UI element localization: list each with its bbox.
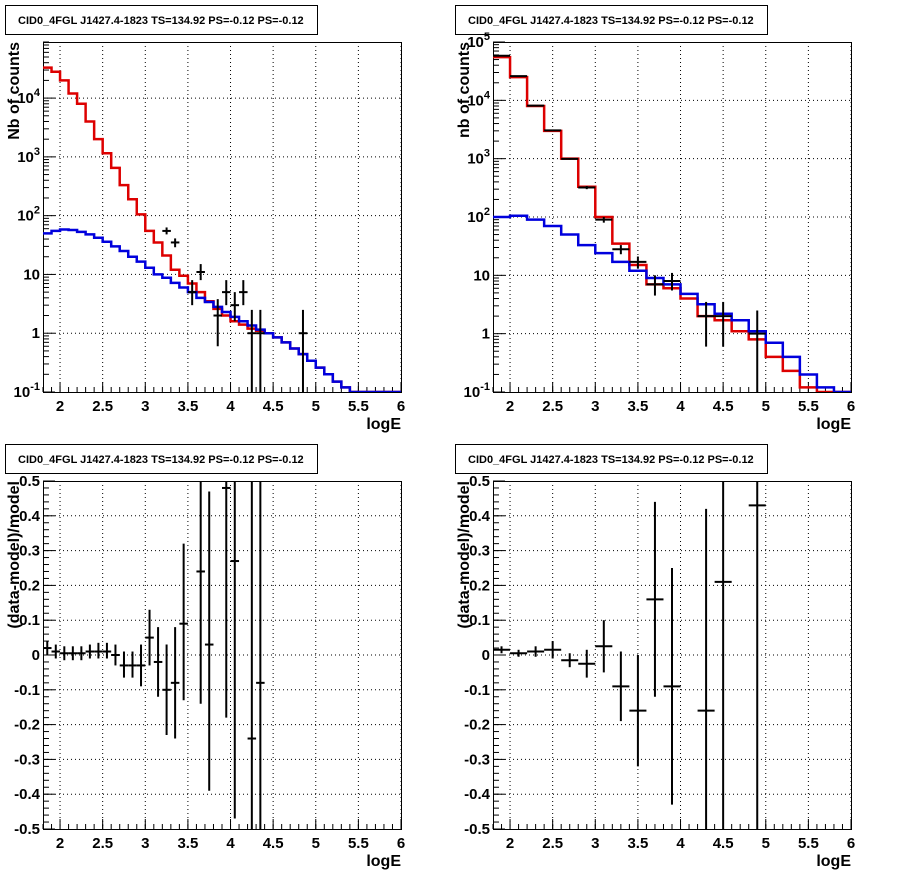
spectrum-panel-fine-binning: CID0_4FGL J1427.4-1823 TS=134.92 PS=-0.1… <box>5 5 405 433</box>
x-axis-label: logE <box>816 416 851 433</box>
x-tick-label: 4 <box>226 835 235 852</box>
title-box <box>455 444 768 474</box>
x-tick-label: 3 <box>591 835 599 852</box>
chart-title: CID0_4FGL J1427.4-1823 TS=134.92 PS=-0.1… <box>468 454 754 466</box>
y-tick-label: 102 <box>467 206 490 226</box>
plot-area <box>43 481 265 829</box>
y-tick-label: 0 <box>482 647 490 664</box>
x-tick-label: 4.5 <box>713 398 734 415</box>
plot-area <box>493 54 851 392</box>
source-model-histogram <box>43 228 401 392</box>
x-tick-label: 5 <box>312 398 320 415</box>
y-tick-label: 0.5 <box>469 473 490 490</box>
x-tick-label: 5.5 <box>798 835 819 852</box>
y-tick-label: 104 <box>467 89 491 109</box>
x-tick-label: 5.5 <box>798 398 819 415</box>
x-tick-label: 2 <box>56 835 64 852</box>
x-tick-label: 2 <box>506 835 514 852</box>
x-tick-label: 6 <box>847 398 855 415</box>
y-tick-label: 105 <box>467 31 490 51</box>
x-tick-label: 3.5 <box>627 835 648 852</box>
x-tick-label: 3.5 <box>177 398 198 415</box>
x-tick-label: 3.5 <box>627 398 648 415</box>
y-tick-label: 10-1 <box>464 381 490 401</box>
y-tick-label: 10-1 <box>14 381 40 401</box>
y-tick-label: -0.4 <box>14 786 41 803</box>
residual-panel-coarse-binning: CID0_4FGL J1427.4-1823 TS=134.92 PS=-0.1… <box>455 444 855 870</box>
x-tick-label: 4 <box>676 835 685 852</box>
y-tick-label: -0.2 <box>14 717 40 734</box>
y-tick-label: -0.1 <box>14 682 40 699</box>
x-tick-label: 2.5 <box>542 835 563 852</box>
x-axis-label: logE <box>366 416 401 433</box>
x-tick-label: 4 <box>226 398 235 415</box>
title-box <box>5 444 318 474</box>
x-tick-label: 2 <box>506 398 514 415</box>
chart-title: CID0_4FGL J1427.4-1823 TS=134.92 PS=-0.1… <box>18 454 304 466</box>
x-tick-label: 4.5 <box>713 835 734 852</box>
x-tick-label: 2.5 <box>542 398 563 415</box>
y-tick-label: -0.5 <box>464 821 490 838</box>
x-tick-label: 3 <box>141 835 149 852</box>
x-tick-label: 5 <box>762 835 770 852</box>
y-tick-label: 0.4 <box>469 508 491 525</box>
y-tick-label: 0.4 <box>19 508 41 525</box>
spectrum-panel-coarse-binning: CID0_4FGL J1427.4-1823 TS=134.92 PS=-0.1… <box>455 5 855 433</box>
x-tick-label: 2.5 <box>92 398 113 415</box>
plot-area <box>43 66 401 392</box>
y-tick-label: 0.2 <box>469 577 490 594</box>
y-tick-label: 0 <box>32 647 40 664</box>
y-tick-label: -0.2 <box>464 717 490 734</box>
y-tick-label: 104 <box>17 87 41 107</box>
chart-title: CID0_4FGL J1427.4-1823 TS=134.92 PS=-0.1… <box>18 15 304 27</box>
title-box <box>5 5 318 35</box>
x-tick-label: 3.5 <box>177 835 198 852</box>
x-tick-label: 5 <box>762 398 770 415</box>
chart-title: CID0_4FGL J1427.4-1823 TS=134.92 PS=-0.1… <box>468 15 754 27</box>
x-tick-label: 4 <box>676 398 685 415</box>
y-tick-label: 10 <box>473 267 490 284</box>
x-tick-label: 3 <box>591 398 599 415</box>
plot-area <box>493 481 766 829</box>
y-tick-label: 0.3 <box>19 543 40 560</box>
y-axis-label: nb of counts <box>456 42 473 138</box>
x-tick-label: 6 <box>397 835 405 852</box>
x-tick-label: 6 <box>397 398 405 415</box>
y-tick-label: 1 <box>482 326 490 343</box>
x-tick-label: 5.5 <box>348 398 369 415</box>
y-tick-label: 0.3 <box>469 543 490 560</box>
x-axis-label: logE <box>816 853 851 870</box>
x-tick-label: 3 <box>141 398 149 415</box>
x-tick-label: 5.5 <box>348 835 369 852</box>
y-tick-label: 0.1 <box>469 612 490 629</box>
y-tick-label: 103 <box>467 148 490 168</box>
x-tick-label: 4.5 <box>263 835 284 852</box>
y-tick-label: -0.5 <box>14 821 40 838</box>
plot-frame <box>43 42 402 393</box>
y-axis-label: (data-model)/model <box>456 481 473 629</box>
y-tick-label: 0.5 <box>19 473 40 490</box>
y-tick-label: 102 <box>17 205 40 225</box>
x-tick-label: 5 <box>312 835 320 852</box>
residual-panel-fine-binning: CID0_4FGL J1427.4-1823 TS=134.92 PS=-0.1… <box>5 444 405 870</box>
y-tick-label: -0.3 <box>14 751 40 768</box>
y-tick-label: 0.2 <box>19 577 40 594</box>
title-box <box>455 5 768 35</box>
y-tick-label: -0.1 <box>464 682 490 699</box>
y-axis-label: Nb of counts <box>6 42 23 140</box>
y-tick-label: 10 <box>23 266 40 283</box>
x-tick-label: 6 <box>847 835 855 852</box>
x-tick-label: 4.5 <box>263 398 284 415</box>
x-tick-label: 2 <box>56 398 64 415</box>
x-tick-label: 2.5 <box>92 835 113 852</box>
y-tick-label: 1 <box>32 325 40 342</box>
y-tick-label: -0.4 <box>464 786 491 803</box>
y-axis-label: (data-model)/model <box>6 481 23 629</box>
x-axis-label: logE <box>366 853 401 870</box>
y-tick-label: 0.1 <box>19 612 40 629</box>
y-tick-label: -0.3 <box>464 751 490 768</box>
y-tick-label: 103 <box>17 146 40 166</box>
